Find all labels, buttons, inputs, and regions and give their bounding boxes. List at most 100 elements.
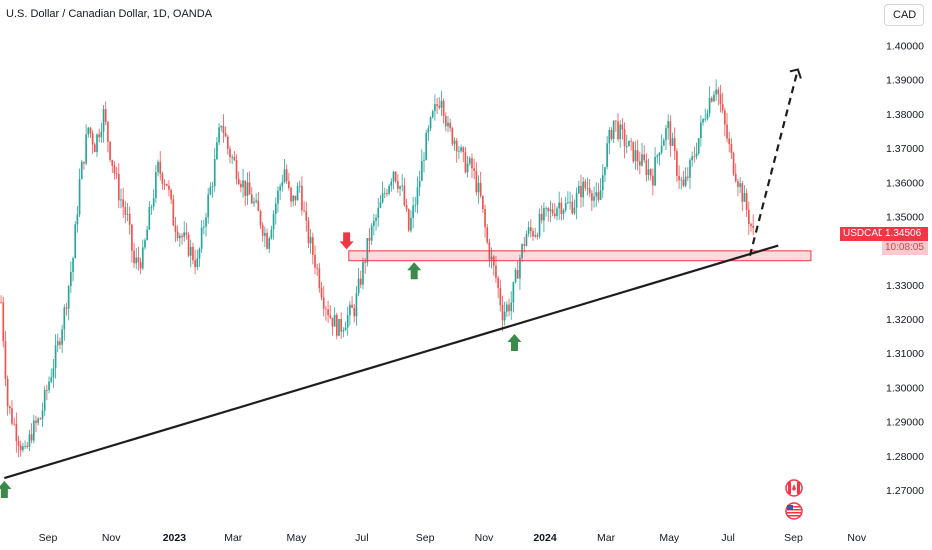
- y-tick-label: 1.29000: [886, 417, 924, 429]
- candle-body: [726, 124, 728, 139]
- currency-button[interactable]: CAD: [884, 4, 924, 26]
- candle-body: [294, 195, 297, 201]
- candle-body: [715, 89, 717, 95]
- candle-body: [462, 147, 465, 153]
- candle-body: [183, 232, 186, 238]
- price-axis[interactable]: 1.40000 1.39000 1.38000 1.37000 1.36000 1.350…: [886, 41, 924, 498]
- time-axis[interactable]: Sep Nov 2023 Mar May Jul Sep Nov 2024 Mar May Jul Se…: [39, 532, 867, 544]
- candle-body: [621, 124, 624, 130]
- x-tick-label: May: [287, 532, 308, 544]
- candle-body: [475, 170, 478, 193]
- candle-body: [464, 152, 467, 173]
- candle-body: [272, 213, 275, 230]
- candle-body: [163, 183, 166, 185]
- candle-body: [656, 155, 659, 157]
- candle-body: [381, 193, 384, 203]
- candle-body: [527, 227, 530, 234]
- y-tick-label: 1.32000: [886, 314, 924, 326]
- candle-body: [495, 265, 497, 278]
- candle-body: [72, 258, 74, 273]
- candle-body: [41, 410, 44, 420]
- candle-body: [59, 341, 61, 345]
- candle-body: [161, 173, 164, 184]
- candle-body: [477, 182, 480, 193]
- candle-body: [660, 145, 663, 153]
- us-flag-stripe: [787, 509, 801, 511]
- candle-body: [87, 127, 90, 135]
- candle-body: [2, 302, 5, 342]
- candle-body: [320, 288, 323, 298]
- y-tick-label: 1.39000: [886, 75, 924, 87]
- candle-body: [665, 128, 667, 141]
- candle-body: [135, 257, 138, 264]
- candle-body: [233, 156, 236, 161]
- candle-body: [159, 161, 162, 174]
- x-tick-label: Nov: [475, 532, 494, 544]
- candle-body: [242, 180, 244, 188]
- candle-body: [362, 261, 364, 285]
- candle-body: [458, 151, 460, 152]
- candle-body: [466, 163, 469, 173]
- candle-body: [22, 446, 24, 451]
- candle-body: [207, 194, 210, 218]
- candle-body: [290, 187, 292, 202]
- candle-body: [318, 268, 321, 289]
- candle-body: [747, 210, 750, 224]
- candle-body: [229, 148, 231, 158]
- candle-body: [577, 185, 580, 194]
- candle-body: [274, 203, 277, 214]
- candle-body: [471, 158, 473, 169]
- candle-body: [6, 378, 9, 407]
- candle-body: [636, 150, 639, 162]
- candle-body: [678, 175, 680, 181]
- candle-body: [634, 150, 637, 162]
- candle-body: [423, 159, 425, 161]
- candle-body: [32, 420, 35, 441]
- candle-body: [0, 301, 2, 303]
- candle-body: [189, 246, 192, 256]
- candle-body: [484, 208, 486, 228]
- candle-body: [344, 327, 347, 331]
- candle-body: [497, 277, 499, 289]
- candle-body: [43, 390, 46, 411]
- candle-body: [414, 204, 417, 206]
- candle-body: [179, 235, 181, 239]
- candle-body: [455, 140, 458, 152]
- candle-body: [702, 118, 704, 123]
- candle-body: [691, 156, 693, 161]
- candle-body: [268, 238, 271, 249]
- candle-body: [743, 193, 746, 202]
- candle-body: [724, 110, 726, 125]
- candle-body: [482, 195, 484, 209]
- candle-body: [617, 121, 619, 140]
- symbol-label: USDCAD: [840, 227, 885, 241]
- candle-body: [658, 152, 661, 156]
- candle-body: [307, 220, 310, 244]
- x-tick-label: May: [659, 532, 680, 544]
- candle-body: [538, 213, 541, 237]
- candle-body: [126, 213, 129, 215]
- candle-body: [335, 314, 338, 336]
- candle-body: [250, 194, 253, 204]
- candle-body: [303, 210, 305, 212]
- x-tick-label: Nov: [102, 532, 121, 544]
- candle-body: [429, 117, 432, 129]
- candle-body: [185, 232, 188, 235]
- candle-body: [325, 308, 327, 310]
- candle-body: [96, 134, 98, 153]
- candle-body: [37, 418, 39, 423]
- candle-body: [338, 319, 340, 336]
- candle-body: [547, 207, 550, 212]
- candle-body: [266, 232, 268, 249]
- candle-body: [608, 130, 611, 144]
- candle-body: [192, 246, 194, 261]
- candle-body: [630, 140, 632, 142]
- candle-body: [401, 185, 404, 187]
- candle-body: [386, 193, 388, 194]
- candle-body: [593, 196, 595, 201]
- candle-body: [176, 231, 179, 239]
- candle-body: [543, 208, 545, 221]
- candle-body: [111, 160, 114, 166]
- candle-body: [479, 182, 482, 196]
